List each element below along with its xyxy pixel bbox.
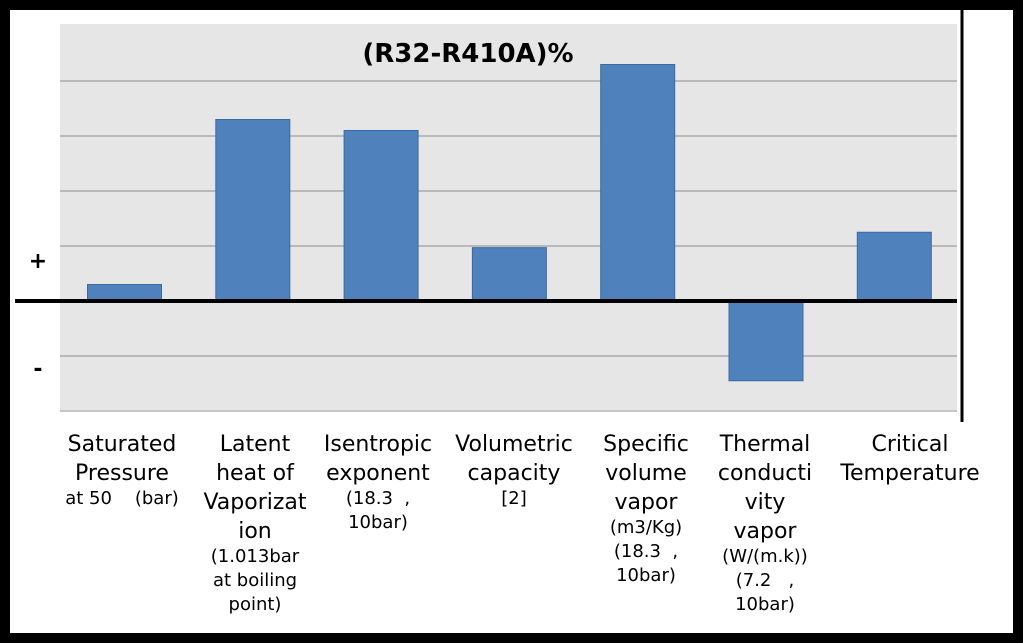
bar: [343, 130, 419, 302]
bar: [87, 284, 162, 302]
category-label-line: Specific: [603, 432, 689, 457]
category-detail-line: (18.3 ,: [346, 488, 410, 509]
category-label-line: Vaporizat: [203, 490, 306, 515]
category-label: Specific volume vapor(m3/Kg) (18.3 , 10bar): [603, 432, 689, 586]
category-detail-line: (m3/Kg): [610, 517, 682, 538]
category-detail-line: (W/(m.k)): [722, 546, 808, 567]
category-label-line: conducti: [718, 461, 812, 486]
bar: [600, 64, 676, 302]
category-label-line: heat of: [216, 461, 295, 486]
category-label-line: Pressure: [75, 461, 169, 486]
category-label-line: Saturated: [68, 432, 177, 457]
category-label-line: vapor: [734, 519, 798, 544]
bar: [471, 247, 547, 302]
category-label: Thermal conducti vity vapor(W/(m.k)) (7.2 , 1…: [718, 432, 812, 615]
category-label-line: volume: [605, 461, 687, 486]
category-label-line: capacity: [468, 461, 561, 486]
category-label: Volumetric capacity[2]: [455, 432, 573, 509]
category-label-line: Temperature: [839, 461, 979, 486]
category-label-line: exponent: [326, 461, 430, 486]
category-detail-line: 10bar): [735, 594, 795, 615]
bars: [87, 64, 932, 382]
negative-sign-label: -: [33, 357, 42, 382]
gridlines: [60, 80, 957, 412]
category-label-line: Critical: [872, 432, 949, 457]
category-label: Critical Temperature: [839, 432, 979, 486]
positive-sign-label: +: [29, 249, 47, 274]
bar: [215, 119, 291, 302]
category-detail-line: point): [229, 594, 282, 615]
category-label-line: vity: [745, 490, 786, 515]
category-detail-line: at boiling: [213, 570, 297, 591]
category-detail-line: (7.2 ,: [736, 570, 795, 591]
plot-area: [60, 24, 957, 410]
bar: [856, 231, 932, 302]
category-detail-line: 10bar): [616, 565, 676, 586]
category-label-line: Thermal: [719, 432, 811, 457]
category-label-line: Latent: [220, 432, 291, 457]
category-label-line: Isentropic: [324, 432, 432, 457]
category-label-line: vapor: [615, 490, 679, 515]
category-label-line: ion: [238, 519, 272, 544]
category-label-line: Volumetric: [455, 432, 573, 457]
category-label: Isentropic exponent(18.3 , 10bar): [324, 432, 432, 533]
bar: [728, 300, 804, 382]
category-detail-line: at 50 (bar): [65, 488, 179, 509]
chart-title: (R32-R410A)%: [362, 39, 573, 69]
category-detail-line: (1.013bar: [211, 546, 300, 567]
category-detail-line: 10bar): [348, 512, 408, 533]
category-detail-line: [2]: [501, 488, 527, 509]
category-label: Latent heat of Vaporizat ion(1.013bar at boi…: [203, 432, 306, 615]
category-detail-line: (18.3 ,: [614, 541, 678, 562]
